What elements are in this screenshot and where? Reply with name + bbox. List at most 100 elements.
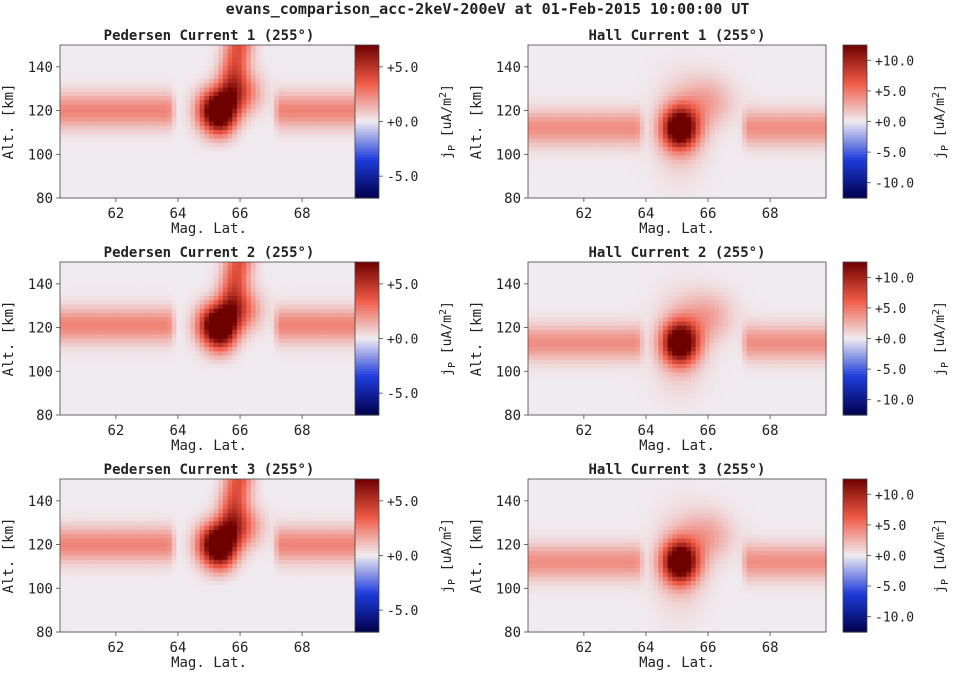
- colorbar-tick-label: +5.0: [387, 278, 418, 293]
- colorbar-label: jP [uA/m2]: [438, 518, 458, 593]
- y-axis-label: Alt. [km]: [1, 518, 17, 594]
- chart-title: Pedersen Current 3 (255°): [104, 462, 315, 478]
- x-tick-label: 66: [232, 423, 249, 439]
- panel-4: Hall Current 2 (255°) 62 64 66 68 Mag. Lat. 80…: [469, 245, 951, 454]
- colorbar-tick-label: +10.0: [875, 488, 914, 503]
- x-tick-label: 62: [107, 423, 124, 439]
- x-tick-label: 66: [700, 423, 717, 439]
- y-tick-label: 120: [28, 538, 53, 554]
- x-tick-label: 62: [575, 423, 592, 439]
- colorbar-tick-label: +5.0: [875, 85, 906, 100]
- colorbar-tick-label: +0.0: [875, 333, 906, 348]
- colorbar-tick-label: +0.0: [387, 333, 418, 348]
- x-tick-label: 62: [575, 206, 592, 222]
- x-tick-label: 62: [107, 206, 124, 222]
- y-tick-label: 80: [504, 408, 521, 424]
- colorbar-tick-label: -5.0: [875, 146, 906, 161]
- y-axis-label: Alt. [km]: [469, 301, 485, 377]
- panel-1: Pedersen Current 1 (255°) 62 64 66 68 Mag. La…: [1, 28, 458, 237]
- colorbar-tick-label: +10.0: [875, 271, 914, 286]
- chart-title: Pedersen Current 2 (255°): [104, 245, 315, 261]
- y-tick-label: 80: [504, 191, 521, 207]
- colorbar-tick-label: +5.0: [875, 302, 906, 317]
- heatmap-field: [528, 479, 827, 633]
- x-tick-label: 66: [700, 640, 717, 656]
- y-tick-label: 120: [496, 538, 521, 554]
- x-tick-label: 68: [762, 206, 779, 222]
- colorbar-label: jP [uA/m2]: [931, 84, 951, 159]
- y-tick-label: 120: [496, 321, 521, 337]
- colorbar-tick-label: -10.0: [875, 394, 914, 409]
- y-tick-label: 100: [28, 364, 53, 380]
- colorbar: +5.0 +0.0 -5.0 jP [uA/m2]: [354, 261, 458, 416]
- colorbar: +10.0 +5.0 +0.0 -5.0 -10.0 jP [uA/m2]: [842, 44, 951, 199]
- colorbar-tick-label: +0.0: [387, 550, 418, 565]
- plot-area: [527, 261, 827, 416]
- heatmap-field: [528, 45, 827, 199]
- x-axis-label: Mag. Lat.: [639, 438, 715, 454]
- colorbar-tick-label: -5.0: [387, 170, 418, 185]
- y-tick-label: 80: [36, 625, 53, 641]
- heatmap-field: [60, 479, 359, 633]
- colorbar-tick-label: -5.0: [875, 363, 906, 378]
- chart-title: Hall Current 1 (255°): [588, 28, 765, 44]
- y-axis-label: Alt. [km]: [1, 84, 17, 160]
- y-tick-label: 100: [496, 147, 521, 163]
- y-tick-label: 80: [36, 408, 53, 424]
- x-tick-label: 68: [294, 423, 311, 439]
- x-tick-label: 64: [170, 423, 187, 439]
- chart-title: Hall Current 3 (255°): [588, 462, 765, 478]
- y-tick-label: 140: [496, 277, 521, 293]
- x-axis-label: Mag. Lat.: [639, 655, 715, 671]
- panel-6: Hall Current 3 (255°) 62 64 66 68 Mag. Lat. 80…: [469, 462, 951, 671]
- x-axis-label: Mag. Lat.: [171, 221, 247, 237]
- colorbar-tick-label: -10.0: [875, 611, 914, 626]
- plot-area: [527, 478, 827, 633]
- colorbar-tick-label: -5.0: [387, 604, 418, 619]
- y-axis-label: Alt. [km]: [469, 518, 485, 594]
- colorbar-label: jP [uA/m2]: [931, 301, 951, 376]
- y-tick-label: 120: [28, 321, 53, 337]
- x-tick-label: 66: [232, 640, 249, 656]
- x-tick-label: 66: [232, 206, 249, 222]
- colorbar-tick-label: +0.0: [875, 116, 906, 131]
- x-tick-label: 64: [638, 640, 655, 656]
- colorbar-tick-label: +10.0: [875, 54, 914, 69]
- panel-3: Pedersen Current 2 (255°) 62 64 66 68 Mag. La…: [1, 245, 458, 454]
- colorbar: +10.0 +5.0 +0.0 -5.0 -10.0 jP [uA/m2]: [842, 261, 951, 416]
- colorbar-tick-label: -10.0: [875, 177, 914, 192]
- x-axis-label: Mag. Lat.: [171, 438, 247, 454]
- colorbar: +5.0 +0.0 -5.0 jP [uA/m2]: [354, 44, 458, 199]
- y-axis-label: Alt. [km]: [469, 84, 485, 160]
- colorbar-tick-label: -5.0: [875, 580, 906, 595]
- heatmap-field: [60, 45, 359, 199]
- heatmap-field: [60, 262, 359, 416]
- colorbar-tick-label: +5.0: [387, 495, 418, 510]
- colorbar-tick-label: +5.0: [875, 519, 906, 534]
- y-tick-label: 100: [28, 581, 53, 597]
- x-tick-label: 62: [107, 640, 124, 656]
- x-tick-label: 68: [762, 423, 779, 439]
- y-tick-label: 80: [36, 191, 53, 207]
- panel-5: Pedersen Current 3 (255°) 62 64 66 68 Mag. La…: [1, 462, 458, 671]
- plot-area: [527, 44, 827, 199]
- x-tick-label: 64: [638, 423, 655, 439]
- colorbar-tick-label: +0.0: [387, 116, 418, 131]
- colorbar-tick-label: +5.0: [387, 61, 418, 76]
- x-tick-label: 68: [294, 206, 311, 222]
- y-tick-label: 140: [28, 494, 53, 510]
- y-tick-label: 100: [496, 581, 521, 597]
- x-tick-label: 64: [170, 640, 187, 656]
- figure-title: evans_comparison_acc-2keV-200eV at 01-Fe…: [225, 0, 750, 18]
- x-axis-label: Mag. Lat.: [639, 221, 715, 237]
- chart-title: Pedersen Current 1 (255°): [104, 28, 315, 44]
- chart-title: Hall Current 2 (255°): [588, 245, 765, 261]
- y-tick-label: 100: [496, 364, 521, 380]
- colorbar-label: jP [uA/m2]: [931, 518, 951, 593]
- x-tick-label: 68: [762, 640, 779, 656]
- colorbar-tick-label: -5.0: [387, 387, 418, 402]
- y-tick-label: 140: [496, 494, 521, 510]
- y-tick-label: 80: [504, 625, 521, 641]
- y-tick-label: 100: [28, 147, 53, 163]
